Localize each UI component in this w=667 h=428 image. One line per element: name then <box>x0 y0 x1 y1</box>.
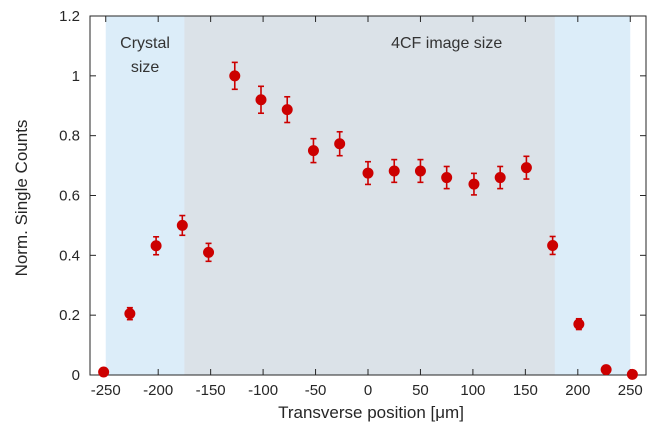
data-point <box>494 172 506 184</box>
data-point <box>600 364 612 376</box>
data-point <box>203 246 215 258</box>
x-tick-label: -250 <box>91 382 121 399</box>
x-tick-label: 0 <box>364 382 372 399</box>
data-point <box>334 138 346 150</box>
x-tick-label: 250 <box>618 382 643 399</box>
region-1 <box>184 16 555 375</box>
x-tick-label: -200 <box>143 382 173 399</box>
x-axis-title: Transverse position [μm] <box>278 403 464 422</box>
data-point <box>98 366 110 378</box>
data-point <box>124 308 136 320</box>
x-tick-label: 50 <box>412 382 429 399</box>
data-point <box>362 167 374 179</box>
data-point <box>441 172 453 184</box>
data-point <box>626 368 638 380</box>
data-point <box>414 165 426 177</box>
points-layer <box>98 61 638 380</box>
y-tick-label: 1 <box>72 68 80 85</box>
data-point <box>150 240 162 252</box>
data-point <box>255 94 267 106</box>
data-point <box>281 104 293 116</box>
ticks-layer: -250 -200 -150 -100 -50 0 50 100 150 200 250 0 0.2 0.… <box>59 8 646 399</box>
region-label-crystal-line-1: size <box>131 59 160 76</box>
y-axis-title: Norm. Single Counts <box>12 120 31 277</box>
x-tick-label: -100 <box>248 382 278 399</box>
y-tick-label: 0.8 <box>59 128 80 145</box>
y-tick-label: 0.4 <box>59 247 80 264</box>
data-point <box>176 219 188 231</box>
data-point <box>520 162 532 174</box>
x-tick-label: 150 <box>513 382 538 399</box>
y-tick-label: 1.2 <box>59 8 80 25</box>
data-point <box>229 70 241 82</box>
x-tick-label: -50 <box>305 382 327 399</box>
data-point <box>468 178 480 190</box>
y-tick-label: 0 <box>72 367 80 384</box>
data-point <box>547 239 559 251</box>
data-point <box>573 318 585 330</box>
data-point <box>388 165 400 177</box>
x-tick-label: -150 <box>196 382 226 399</box>
regions-layer: Crystal size 4CF image size <box>105 16 631 375</box>
y-tick-label: 0.6 <box>59 188 80 205</box>
x-tick-label: 100 <box>460 382 485 399</box>
data-point <box>307 145 319 157</box>
x-tick-label: 200 <box>565 382 590 399</box>
y-tick-label: 0.2 <box>59 307 80 324</box>
region-label-crystal-line-0: Crystal <box>120 35 170 52</box>
region-label-image-line-0: 4CF image size <box>391 35 502 52</box>
